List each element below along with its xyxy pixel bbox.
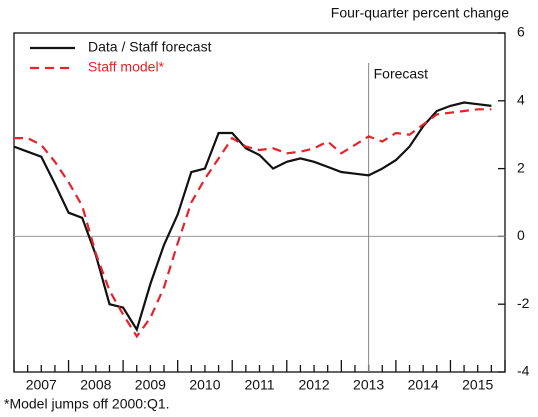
plot-frame [13,32,506,373]
x-tick-label: 2015 [462,377,493,393]
x-tick-label: 2009 [135,377,166,393]
forecast-label: Forecast [374,66,429,82]
series-line [14,108,492,339]
footnote: *Model jumps off 2000:Q1. [4,396,170,412]
y-tick-label: 4 [517,92,525,108]
y-tick-label: -4 [517,363,530,379]
y-tick-label: 6 [517,24,525,40]
x-tick-label: 2007 [26,377,57,393]
y-tick-label: -2 [517,295,530,311]
legend-label: Data / Staff forecast [88,39,212,55]
x-tick-label: 2008 [80,377,111,393]
series-line [13,101,492,333]
x-tick-label: 2013 [353,377,384,393]
legend-label: Staff model* [88,59,165,75]
x-tick-label: 2012 [298,377,329,393]
chart-title: Four-quarter percent change [331,5,509,21]
y-tick-label: 0 [517,227,525,243]
y-tick-label: 2 [517,159,525,175]
x-tick-label: 2010 [189,377,220,393]
x-tick-label: 2011 [244,377,274,393]
x-tick-label: 2014 [408,377,439,393]
